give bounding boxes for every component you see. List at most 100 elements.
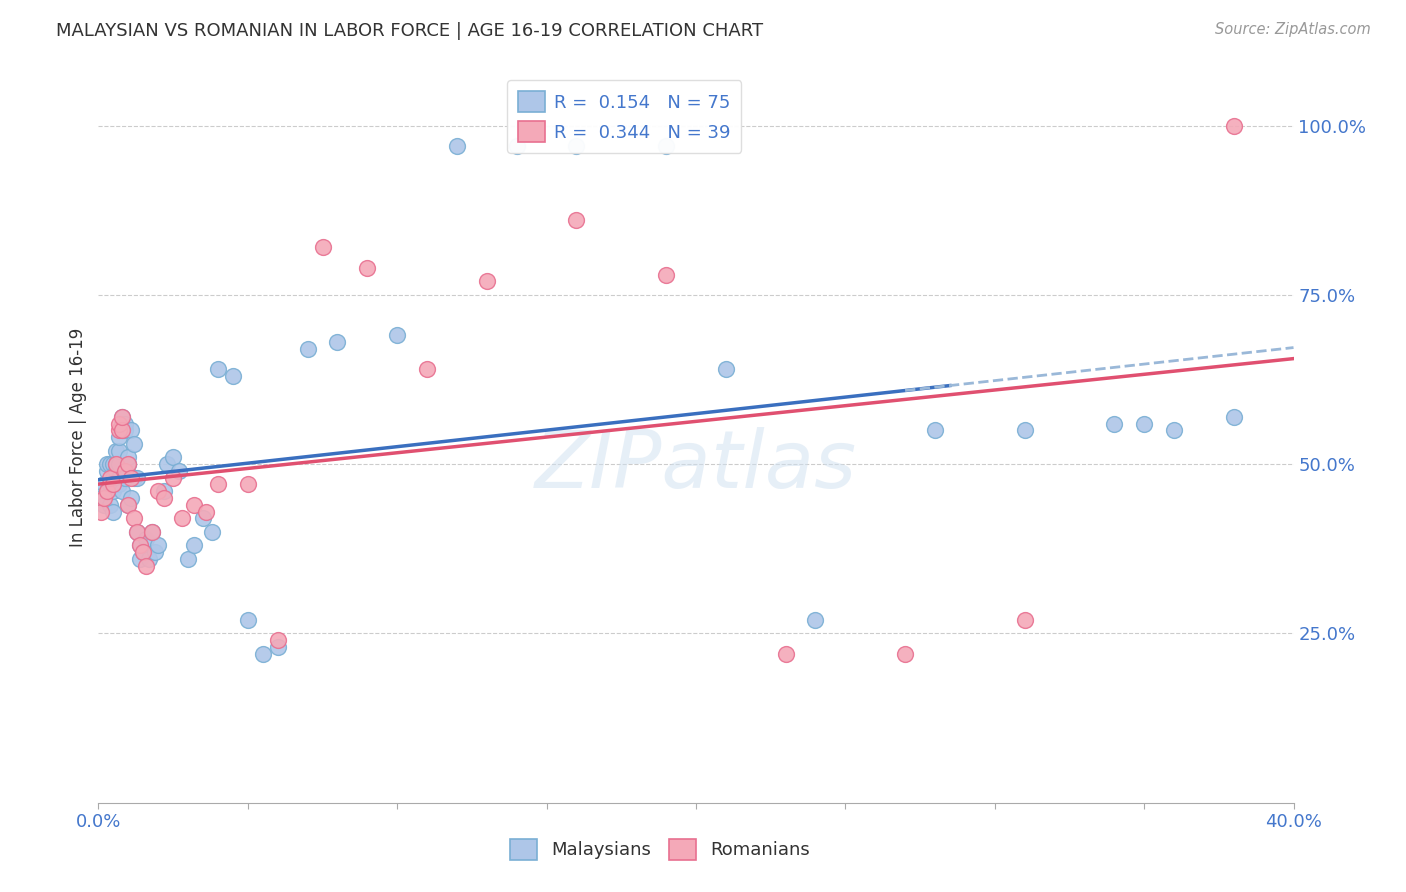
Point bbox=[385, 328, 409, 343]
Point bbox=[1163, 423, 1185, 437]
Point bbox=[138, 552, 160, 566]
Point bbox=[111, 409, 134, 424]
Point bbox=[93, 491, 115, 505]
Point bbox=[153, 484, 176, 499]
Point bbox=[103, 484, 125, 499]
Point bbox=[252, 647, 274, 661]
Point bbox=[108, 471, 131, 485]
Point bbox=[90, 491, 112, 505]
Point bbox=[236, 477, 259, 491]
Point bbox=[98, 457, 122, 471]
Point bbox=[183, 498, 205, 512]
Point bbox=[172, 511, 194, 525]
Point bbox=[96, 464, 118, 478]
Point bbox=[90, 505, 112, 519]
Point bbox=[103, 477, 125, 491]
Point bbox=[127, 471, 149, 485]
Point bbox=[129, 538, 152, 552]
Point bbox=[96, 484, 118, 499]
Point bbox=[475, 274, 498, 288]
Point bbox=[446, 139, 468, 153]
Point bbox=[416, 362, 439, 376]
Point bbox=[195, 505, 218, 519]
Point bbox=[143, 545, 166, 559]
Point bbox=[105, 457, 128, 471]
Point bbox=[93, 477, 115, 491]
Point bbox=[129, 552, 152, 566]
Point bbox=[93, 498, 115, 512]
Point bbox=[804, 613, 827, 627]
Point bbox=[96, 484, 118, 499]
Point bbox=[135, 558, 157, 573]
Point bbox=[103, 471, 125, 485]
Text: Source: ZipAtlas.com: Source: ZipAtlas.com bbox=[1215, 22, 1371, 37]
Point bbox=[98, 477, 122, 491]
Point bbox=[114, 423, 136, 437]
Point bbox=[924, 423, 946, 437]
Point bbox=[1014, 423, 1036, 437]
Point bbox=[111, 417, 134, 431]
Point bbox=[167, 464, 190, 478]
Point bbox=[201, 524, 224, 539]
Point bbox=[207, 362, 229, 376]
Point bbox=[141, 524, 163, 539]
Point bbox=[117, 450, 139, 465]
Point bbox=[96, 457, 118, 471]
Point bbox=[117, 498, 139, 512]
Point bbox=[114, 417, 136, 431]
Point bbox=[117, 457, 139, 471]
Point bbox=[148, 484, 170, 499]
Point bbox=[183, 538, 205, 552]
Point bbox=[105, 464, 128, 478]
Point bbox=[108, 443, 131, 458]
Point bbox=[108, 423, 131, 437]
Point bbox=[127, 524, 149, 539]
Point bbox=[114, 471, 136, 485]
Point bbox=[1223, 409, 1246, 424]
Point bbox=[162, 471, 184, 485]
Point bbox=[117, 457, 139, 471]
Point bbox=[135, 532, 157, 546]
Point bbox=[124, 437, 146, 451]
Point bbox=[1223, 119, 1246, 133]
Point bbox=[191, 511, 214, 525]
Point bbox=[117, 498, 139, 512]
Point bbox=[108, 417, 131, 431]
Point bbox=[506, 139, 529, 153]
Point bbox=[117, 457, 139, 471]
Point bbox=[1104, 417, 1126, 431]
Point bbox=[120, 423, 142, 437]
Point bbox=[111, 409, 134, 424]
Point bbox=[156, 457, 179, 471]
Point bbox=[356, 260, 378, 275]
Point bbox=[132, 545, 155, 559]
Point bbox=[108, 430, 131, 444]
Point bbox=[111, 423, 134, 437]
Point bbox=[105, 443, 128, 458]
Point bbox=[714, 362, 737, 376]
Point bbox=[98, 471, 122, 485]
Point bbox=[311, 240, 333, 254]
Point bbox=[297, 342, 319, 356]
Legend: Malaysians, Romanians: Malaysians, Romanians bbox=[502, 831, 818, 867]
Point bbox=[114, 464, 136, 478]
Point bbox=[129, 538, 152, 552]
Point bbox=[565, 139, 588, 153]
Point bbox=[775, 647, 797, 661]
Point bbox=[132, 545, 155, 559]
Point bbox=[105, 457, 128, 471]
Text: ZIPatlas: ZIPatlas bbox=[534, 427, 858, 506]
Point bbox=[120, 471, 142, 485]
Point bbox=[267, 640, 290, 654]
Point bbox=[103, 457, 125, 471]
Point bbox=[267, 633, 290, 648]
Point bbox=[103, 505, 125, 519]
Point bbox=[98, 498, 122, 512]
Point bbox=[565, 213, 588, 227]
Point bbox=[124, 511, 146, 525]
Point bbox=[655, 268, 678, 282]
Point bbox=[162, 450, 184, 465]
Point bbox=[177, 552, 200, 566]
Point bbox=[141, 524, 163, 539]
Point bbox=[1133, 417, 1156, 431]
